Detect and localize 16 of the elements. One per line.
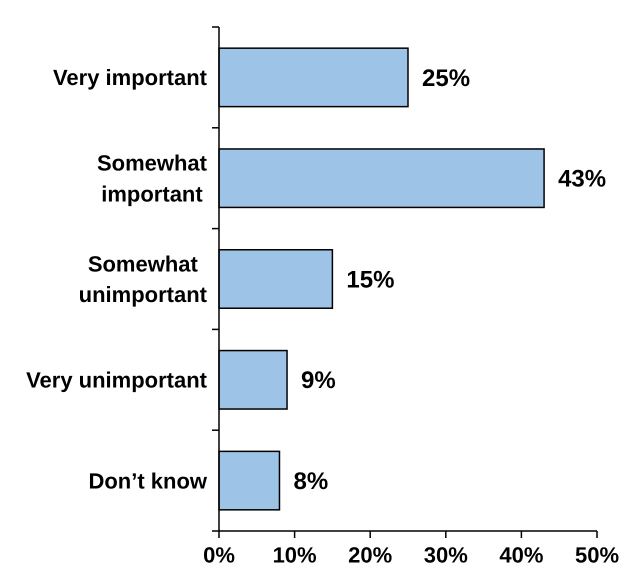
x-tick-label: 50% <box>574 542 620 568</box>
data-label: 43% <box>558 166 606 193</box>
y-tick-label: Very important <box>52 65 208 90</box>
y-tick-label: Don’t know <box>88 468 208 494</box>
x-tick-label: 0% <box>203 542 235 568</box>
y-tick-label: Somewhat unimportant <box>78 251 208 308</box>
y-tick-label: Somewhat important <box>96 150 208 206</box>
data-label: 9% <box>301 367 336 394</box>
x-tick-label: 10% <box>272 542 317 568</box>
y-tick-label: Very unimportant <box>26 368 208 392</box>
data-label: 8% <box>293 468 328 495</box>
data-label: 15% <box>346 266 394 294</box>
data-label: 25% <box>422 64 470 92</box>
x-tick-label: 40% <box>499 542 544 568</box>
x-tick-label: 30% <box>424 542 468 568</box>
x-tick-label: 20% <box>348 542 392 568</box>
